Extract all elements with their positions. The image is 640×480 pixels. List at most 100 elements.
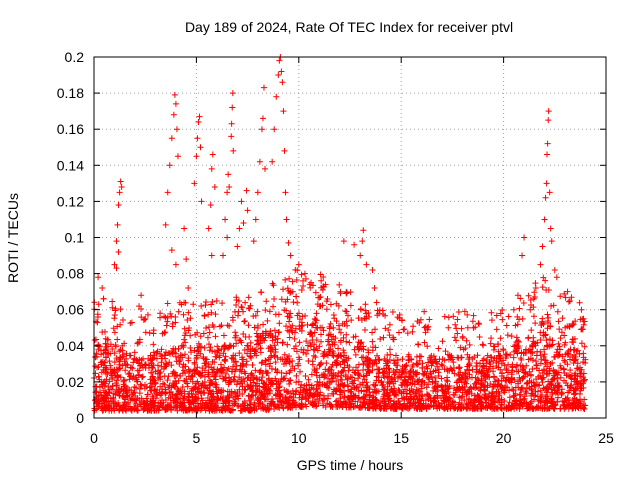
data-point xyxy=(533,361,540,368)
data-point xyxy=(173,358,180,365)
data-point xyxy=(222,370,229,377)
data-point xyxy=(303,338,310,345)
data-point xyxy=(192,396,199,403)
data-point xyxy=(553,349,560,356)
data-point xyxy=(244,404,251,411)
data-point xyxy=(576,351,583,357)
data-point xyxy=(453,325,460,332)
data-point xyxy=(181,325,188,332)
data-point xyxy=(456,376,463,383)
data-point xyxy=(198,302,205,309)
data-point xyxy=(428,359,435,366)
data-point xyxy=(543,399,550,406)
data-point xyxy=(461,308,468,315)
data-point xyxy=(205,311,212,318)
data-point xyxy=(262,357,269,364)
data-point xyxy=(173,396,180,403)
data-point xyxy=(269,381,276,388)
data-point xyxy=(293,277,300,284)
data-point xyxy=(230,355,237,362)
data-point xyxy=(122,360,129,367)
data-point xyxy=(126,352,133,359)
data-point xyxy=(114,373,121,380)
data-point xyxy=(572,387,579,394)
data-point xyxy=(359,402,366,408)
data-point xyxy=(272,403,279,410)
data-point xyxy=(370,344,377,351)
data-point xyxy=(552,353,559,360)
y-tick-labels: 0 0.02 0.04 0.06 0.08 0.1 0.12 0.14 0.16 0.18 0.2 xyxy=(57,49,84,426)
data-point xyxy=(498,360,505,367)
data-point xyxy=(567,402,574,409)
data-point xyxy=(474,362,481,369)
data-point xyxy=(181,332,188,339)
data-point xyxy=(330,372,337,379)
data-point xyxy=(170,397,177,404)
data-point xyxy=(441,398,448,405)
data-point xyxy=(498,401,505,408)
data-point xyxy=(445,356,452,363)
data-point xyxy=(112,342,119,349)
data-point xyxy=(435,345,442,352)
data-point xyxy=(527,372,534,379)
data-point xyxy=(493,389,500,396)
data-point xyxy=(375,388,382,395)
data-point xyxy=(153,407,160,414)
data-point xyxy=(216,354,223,361)
data-point xyxy=(403,362,410,369)
data-point xyxy=(480,363,487,370)
data-point xyxy=(107,341,114,348)
data-point xyxy=(94,319,101,326)
data-point xyxy=(269,396,276,403)
data-point xyxy=(370,405,377,412)
data-point xyxy=(537,336,544,343)
data-point xyxy=(182,351,189,358)
data-point xyxy=(355,361,362,368)
y-tick-label: 0 xyxy=(76,410,84,426)
data-point xyxy=(136,339,143,346)
data-point xyxy=(475,399,482,406)
data-point xyxy=(247,348,254,355)
data-point xyxy=(198,198,205,205)
data-point xyxy=(207,405,214,412)
y-axis-label: ROTI / TECUs xyxy=(5,193,21,283)
data-point xyxy=(242,386,249,393)
data-point xyxy=(155,367,162,374)
data-point xyxy=(148,369,155,376)
data-point xyxy=(529,350,536,357)
data-point xyxy=(106,378,113,385)
data-point xyxy=(476,393,483,400)
data-point xyxy=(282,189,289,196)
data-point xyxy=(327,301,334,308)
data-point xyxy=(457,344,464,351)
data-point xyxy=(296,402,303,409)
data-point xyxy=(280,361,287,368)
data-point xyxy=(301,270,308,277)
data-point xyxy=(376,307,383,314)
data-point xyxy=(286,318,293,325)
data-point xyxy=(369,338,376,345)
data-point xyxy=(480,373,487,380)
data-point xyxy=(346,339,353,346)
data-point xyxy=(519,366,526,373)
data-point xyxy=(95,392,102,399)
data-point xyxy=(390,388,397,395)
data-point xyxy=(545,108,552,115)
data-point xyxy=(519,384,526,391)
data-point xyxy=(126,376,133,383)
data-point xyxy=(518,356,525,363)
data-point xyxy=(381,374,388,381)
data-point xyxy=(545,117,552,124)
data-point xyxy=(335,345,342,352)
data-point xyxy=(217,395,224,402)
data-point xyxy=(253,341,260,348)
data-point xyxy=(372,381,379,388)
data-point xyxy=(91,337,98,344)
data-point xyxy=(267,354,274,361)
data-point xyxy=(131,404,138,411)
data-point xyxy=(236,350,243,357)
data-point xyxy=(567,367,574,374)
data-point xyxy=(489,397,496,404)
data-point xyxy=(212,311,219,318)
data-point xyxy=(244,207,251,214)
